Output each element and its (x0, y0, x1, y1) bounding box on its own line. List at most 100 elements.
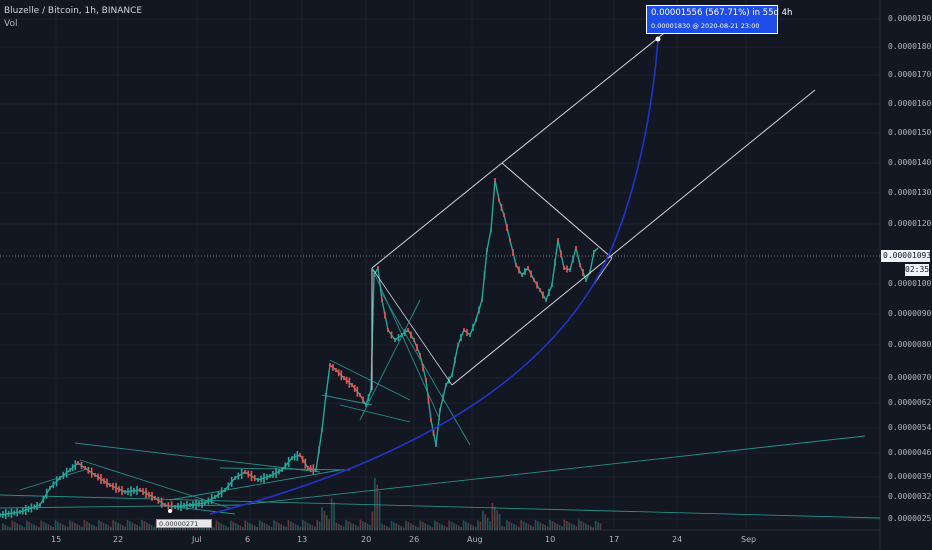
candle (299, 453, 301, 457)
volume-bar (441, 524, 443, 530)
volume-bar (93, 525, 95, 530)
candle (230, 477, 233, 487)
volume-bar (210, 526, 213, 530)
candle (77, 461, 79, 465)
low-point (168, 509, 172, 513)
volume-bar (50, 525, 52, 530)
trend-line (169, 469, 341, 501)
volume-bar (381, 523, 383, 530)
candle (413, 338, 415, 342)
volume-bar (422, 521, 424, 530)
candle (281, 468, 283, 472)
price-tick-label: 0.00000390 (888, 472, 932, 481)
volume-bar (131, 522, 134, 530)
candle (539, 288, 541, 292)
candle (351, 383, 353, 387)
volume-bar (153, 526, 155, 530)
volume-bar (52, 527, 54, 530)
volume-bar (38, 527, 40, 530)
volume-bar (506, 520, 508, 530)
candle (325, 393, 327, 397)
candle (377, 266, 379, 270)
volume-bar (69, 520, 71, 530)
bar-countdown: 02:35 (905, 264, 930, 276)
candle (416, 344, 418, 351)
candle (87, 466, 90, 474)
candle (293, 453, 296, 461)
volume-bar (138, 526, 141, 530)
trend-line (339, 404, 411, 423)
candle (16, 508, 18, 517)
candle (160, 497, 163, 508)
volume-bar (383, 524, 386, 530)
volume-bar (81, 526, 83, 530)
candle (275, 468, 277, 478)
volume-bar (59, 522, 62, 530)
price-tick-label: 0.00000255 (888, 514, 932, 523)
volume-bar (412, 524, 414, 530)
candle (486, 248, 488, 252)
candle (214, 495, 216, 499)
price-tick-label: 0.00001000 (888, 279, 932, 288)
candle (545, 298, 547, 302)
volume-label[interactable]: Vol (4, 19, 18, 29)
price-tick-label: 0.00001300 (888, 188, 932, 197)
volume-bar (249, 523, 251, 530)
volume-bar (102, 522, 105, 530)
volume-bar (374, 478, 376, 530)
volume-bar (285, 526, 287, 530)
candle (524, 268, 526, 275)
volume-bar (424, 523, 426, 530)
candle (142, 488, 144, 496)
candle (130, 486, 132, 497)
volume-bar (556, 523, 558, 530)
volume-bar (340, 525, 342, 530)
volume-bar (513, 524, 515, 530)
volume-bar (458, 525, 460, 530)
price-tick-label: 0.00001900 (888, 14, 932, 23)
volume-bar (450, 521, 453, 530)
volume-bar (124, 526, 126, 530)
trend-line (239, 435, 866, 506)
candle (353, 384, 356, 392)
candle (362, 396, 364, 404)
volume-bar (326, 515, 328, 530)
volume-bar (76, 524, 78, 530)
volume-bar (568, 522, 570, 530)
volume-bar (582, 522, 585, 530)
candle (13, 510, 16, 516)
candle (253, 475, 256, 481)
volume-bar (9, 527, 11, 530)
volume-bar (263, 522, 266, 530)
volume-bar (134, 523, 136, 530)
price-tick-label: 0.00001400 (888, 158, 932, 167)
trend-line (371, 267, 441, 421)
volume-bar (107, 525, 110, 530)
volume-bar (338, 523, 340, 530)
symbol-title[interactable]: Bluzelle / Bitcoin, 1h, BINANCE (4, 6, 143, 16)
volume-bar (489, 521, 491, 530)
trend-line (219, 467, 351, 471)
volume-bar (539, 522, 542, 530)
volume-bar (366, 523, 369, 530)
candle (257, 478, 259, 482)
candle (10, 508, 13, 518)
candle (198, 500, 200, 507)
candle (69, 468, 71, 472)
candle (475, 318, 477, 322)
volume-bar (304, 521, 306, 530)
candle (118, 486, 120, 493)
candle (425, 378, 427, 382)
volume-bar (599, 523, 602, 530)
candle (527, 266, 529, 270)
candle (301, 455, 304, 463)
price-tick-label: 0.00000700 (888, 373, 932, 382)
volume-bar (95, 526, 98, 530)
candle (36, 502, 38, 510)
volume-bar (395, 523, 398, 530)
time-tick-label: 13 (297, 535, 308, 544)
volume-bar (434, 520, 436, 530)
volume-bar (100, 521, 102, 530)
projection-label[interactable]: 0.00001556 (567.71%) in 55d 4h 0.0000183… (646, 5, 792, 34)
